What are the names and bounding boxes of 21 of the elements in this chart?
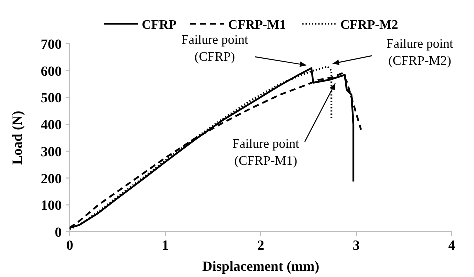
x-tick-label: 4 xyxy=(448,239,456,254)
annotation: Failure point (CFRP) xyxy=(182,32,249,64)
y-tick-label: 200 xyxy=(41,172,62,188)
y-axis-title: Load (N) xyxy=(11,110,26,166)
annotation: Failure point (CFRP-M1) xyxy=(232,136,300,168)
x-tick-label: 3 xyxy=(353,239,360,254)
x-axis-title: Displacement (mm) xyxy=(202,260,320,275)
x-tick-label: 0 xyxy=(66,239,74,254)
legend-label: CFRP-M2 xyxy=(340,17,398,32)
legend-label: CFRP xyxy=(142,17,177,32)
y-tick-label: 100 xyxy=(41,199,62,214)
annotation: Failure point (CFRP-M2) xyxy=(386,36,454,68)
y-tick-label: 600 xyxy=(41,64,62,80)
x-tick-label: 2 xyxy=(258,239,264,254)
x-tick-label: 1 xyxy=(162,239,169,254)
y-tick-label: 300 xyxy=(41,145,62,160)
legend-label: CFRP-M1 xyxy=(228,17,286,32)
y-tick-label: 700 xyxy=(41,38,62,53)
y-tick-label: 0 xyxy=(55,226,62,241)
y-tick-label: 500 xyxy=(41,92,62,107)
y-tick-label: 400 xyxy=(41,118,62,134)
